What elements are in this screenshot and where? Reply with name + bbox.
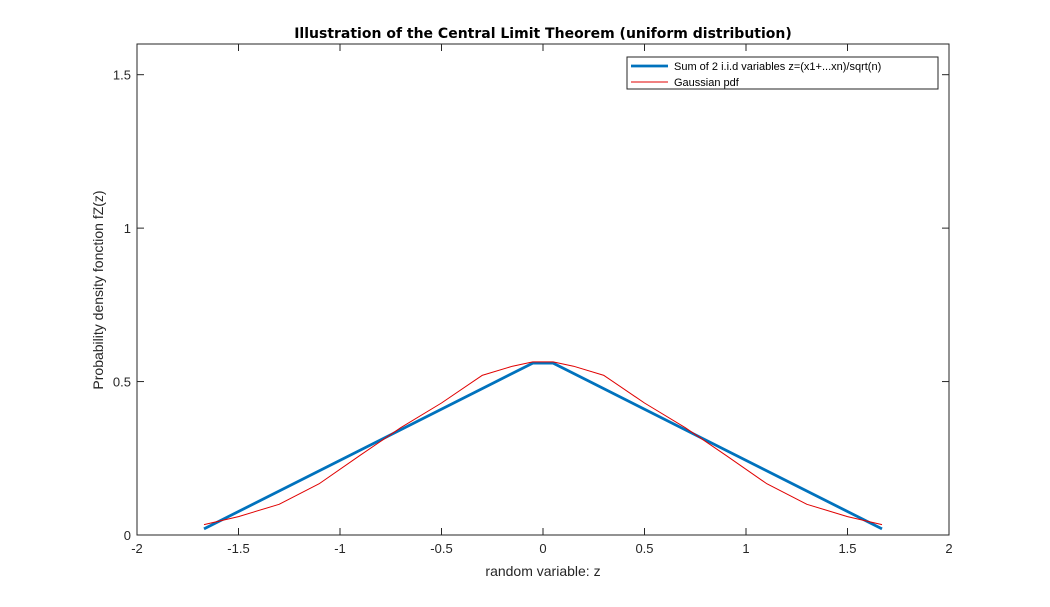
x-tick-label: 2 [945,541,952,556]
series-line-gaussian [203,361,883,526]
x-tick-label: 0.5 [635,541,653,556]
legend-box [626,56,939,90]
x-tick-label: -1.5 [227,541,249,556]
y-tick-label: 0.5 [113,375,131,390]
y-tick-label: 1.5 [113,68,131,83]
series-line-sum [203,361,883,531]
x-tick-label: -0.5 [430,541,452,556]
x-tick-label: 1.5 [838,541,856,556]
x-tick-label: 0 [539,541,546,556]
ticks-layer: -2 -1.5 -1 -0.5 0 0.5 1 1.5 2 0 0.5 1 1.5 [113,44,953,556]
x-axis-label: random variable: z [485,563,600,579]
y-axis-label: Probability density fonction fZ(z) [90,190,106,389]
x-tick-label: -1 [334,541,346,556]
legend-label-gaussian: Gaussian pdf [674,77,740,89]
legend: Sum of 2 i.i.d variables z=(x1+...xn)/sq… [626,56,939,90]
chart-title: Illustration of the Central Limit Theore… [294,26,792,42]
x-tick-label: -2 [131,541,143,556]
y-tick-label: 0 [124,528,131,543]
x-tick-label: 1 [742,541,749,556]
plot-area [136,43,950,536]
legend-label-sum: Sum of 2 i.i.d variables z=(x1+...xn)/sq… [674,61,881,73]
y-tick-label: 1 [124,221,131,236]
plot-layer [203,361,883,531]
